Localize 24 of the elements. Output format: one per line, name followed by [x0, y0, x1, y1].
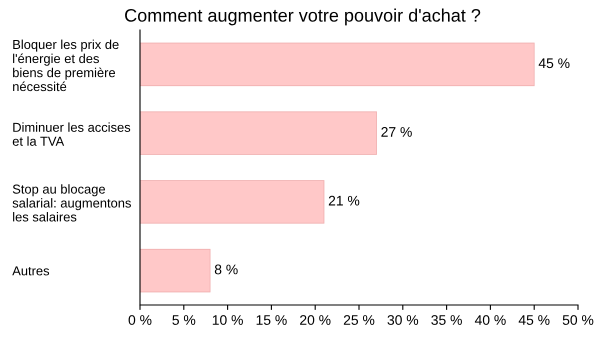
data-label: 27 %	[381, 127, 412, 137]
y-tick-label: Autres	[12, 266, 50, 276]
bar	[140, 111, 377, 155]
x-tick-label: 0 %	[128, 315, 152, 325]
x-tick-label: 20 %	[300, 315, 331, 325]
y-tick-label: Stop au blocage salarial: augmentons les salaires	[12, 184, 131, 222]
chart-title: Comment augmenter votre pouvoir d'achat ?	[125, 8, 480, 26]
data-label: 21 %	[328, 196, 360, 206]
x-tick-label: 50 %	[562, 315, 594, 325]
x-tick-label: 10 %	[212, 315, 243, 325]
x-tick-label: 35 %	[431, 315, 462, 325]
x-tick-label: 45 %	[518, 315, 550, 325]
x-tick-label: 25 %	[344, 315, 374, 325]
bar	[140, 42, 535, 86]
data-label: 8 %	[214, 264, 238, 274]
x-tick-label: 40 %	[474, 315, 506, 325]
x-tick-label: 5 %	[172, 315, 196, 325]
bar	[140, 248, 210, 292]
y-tick-label: Bloquer les prix de l'énergie et des biens de première nécessité	[13, 40, 119, 92]
x-tick-label: 30 %	[388, 315, 418, 325]
x-tick-label: 15 %	[256, 315, 287, 325]
data-label: 45 %	[538, 58, 570, 68]
y-tick-label: Diminuer les accises et la TVA	[12, 122, 130, 146]
bar	[140, 180, 324, 224]
